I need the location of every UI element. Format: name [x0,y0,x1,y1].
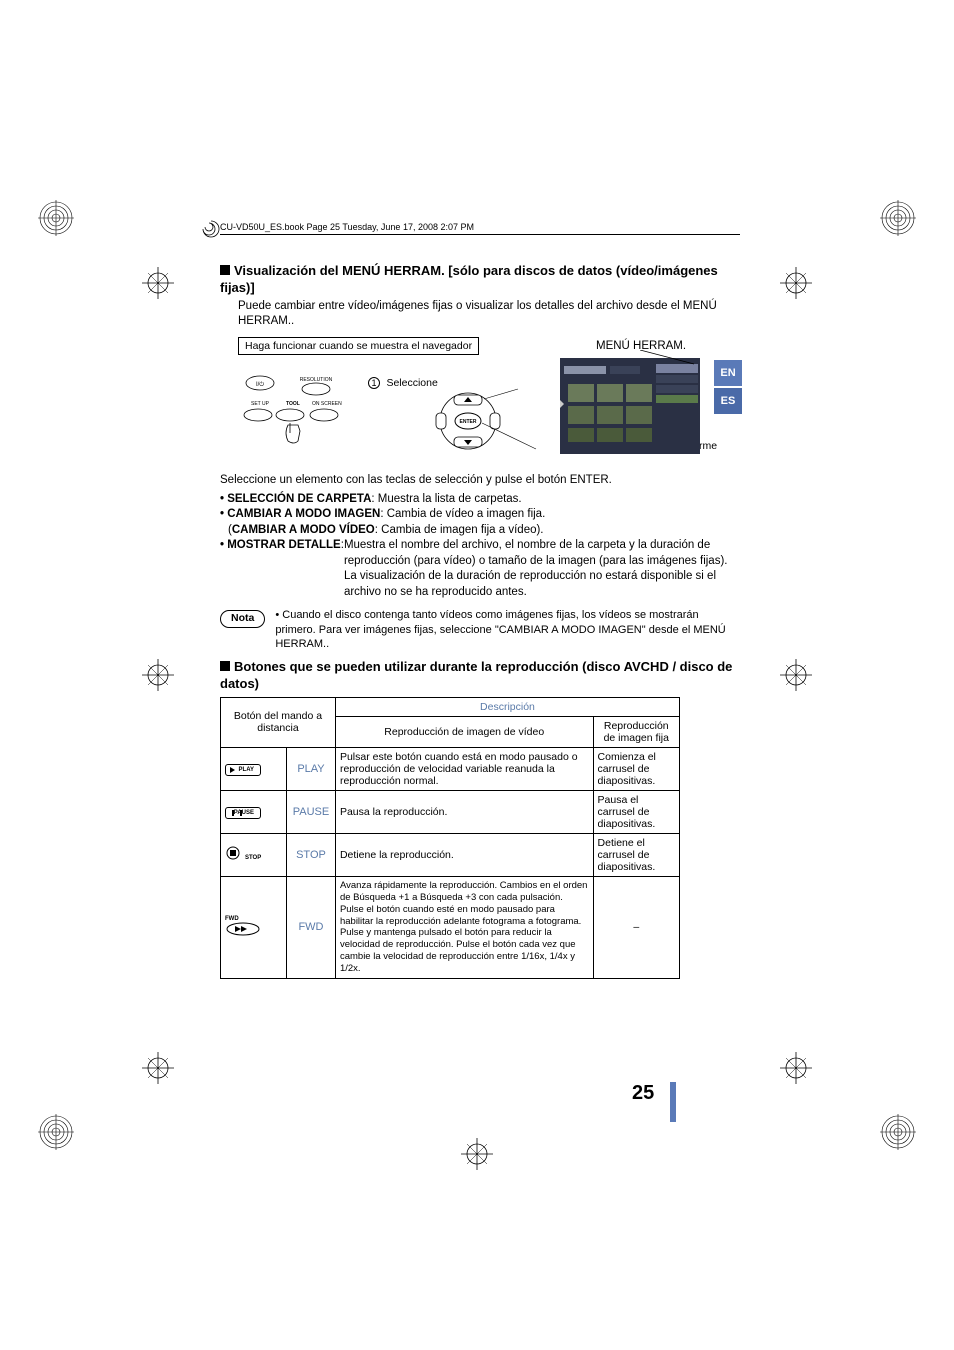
crop-mark [778,657,814,693]
fwd-button-icon: FWD [221,876,287,978]
nota-badge: Nota [220,610,265,628]
pause-label: PAUSE [287,790,336,833]
fwd-label: FWD [287,876,336,978]
registration-mark-tl [38,200,74,236]
pointer-line [640,350,700,370]
menu-herram-thumbnail [560,358,700,454]
table-row: PLAY PLAY Pulsar este botón cuando está … [221,747,680,790]
page-accent-bar [670,1082,676,1122]
section1-title: Visualización del MENÚ HERRAM. [sólo par… [220,263,718,295]
step-number-1: 1 [368,377,380,389]
table-row: FWD FWD Avanza rápidamente la reproducci… [221,876,680,978]
col-fija: Reproducción de imagen fija [593,716,679,747]
crop-mark [778,1050,814,1086]
section-buttons: Botones que se pueden utilizar durante l… [220,659,740,979]
pause-video-desc: Pausa la reproducción. [335,790,593,833]
lang-tab-en[interactable]: EN [714,360,742,386]
table-row: STOP STOP Detiene la reproducción. Detie… [221,833,680,876]
play-video-desc: Pulsar este botón cuando está en modo pa… [335,747,593,790]
table-row: PAUSE PAUSE Pausa la reproducción. Pausa… [221,790,680,833]
crop-mark-bottom [459,1136,495,1172]
play-fija-desc: Comienza el carrusel de diapositivas. [593,747,679,790]
cambiar-modo-video: CAMBIAR A MODO VÍDEO [232,524,375,536]
page-number: 25 [632,1082,654,1105]
crop-mark [778,265,814,301]
svg-text:RESOLUTION: RESOLUTION [300,377,333,383]
bullet-list: • SELECCIÓN DE CARPETA: Muestra la lista… [220,492,740,601]
nota-text: • Cuando el disco contenga tanto vídeos … [275,608,740,651]
language-tabs: EN ES [714,360,742,416]
crop-mark [140,657,176,693]
svg-text:STOP: STOP [245,855,261,861]
square-bullet-icon [220,265,230,275]
crop-mark [140,1050,176,1086]
enter-dpad-sketch: ENTER [408,383,548,463]
lang-tab-es[interactable]: ES [714,388,742,414]
play-label: PLAY [287,747,336,790]
col-video: Reproducción de imagen de vídeo [335,716,593,747]
buttons-table: Botón del mando a distancia Descripción … [220,697,680,979]
svg-text:ON SCREEN: ON SCREEN [312,401,342,407]
fwd-fija-desc: – [593,876,679,978]
svg-text:TOOL: TOOL [286,401,300,407]
stop-fija-desc: Detiene el carrusel de diapositivas. [593,833,679,876]
crop-mark [140,265,176,301]
svg-text:ENTER: ENTER [459,419,476,425]
stop-video-desc: Detiene la reproducción. [335,833,593,876]
spiral-icon [200,218,222,240]
svg-text:I/⏻: I/⏻ [256,381,264,388]
square-bullet-icon [220,661,230,671]
registration-mark-bl [38,1114,74,1150]
registration-mark-tr [880,200,916,236]
play-button-icon: PLAY [221,747,287,790]
nota-row: Nota • Cuando el disco contenga tanto ví… [220,608,740,651]
page-header-line: CU-VD50U_ES.book Page 25 Tuesday, June 1… [220,222,740,235]
col-remote: Botón del mando a distancia [221,697,336,747]
svg-text:SET UP: SET UP [251,401,270,407]
pause-button-icon: PAUSE [221,790,287,833]
pause-fija-desc: Pausa el carrusel de diapositivas. [593,790,679,833]
fwd-video-desc: Avanza rápidamente la reproducción. Camb… [335,876,593,978]
stop-label: STOP [287,833,336,876]
stop-button-icon: STOP [221,833,287,876]
section-menu-herram: Visualización del MENÚ HERRAM. [sólo par… [220,263,740,651]
section2-title: Botones que se pueden utilizar durante l… [220,659,732,691]
select-instruction: Seleccione un elemento con las teclas de… [220,473,740,488]
remote-buttons-sketch: I/⏻ RESOLUTION SET UP TOOL ON SCREEN [238,369,358,449]
col-desc: Descripción [335,697,679,716]
section1-intro: Puede cambiar entre vídeo/imágenes fijas… [238,299,740,329]
boxed-instruction: Haga funcionar cuando se muestra el nave… [238,337,479,355]
